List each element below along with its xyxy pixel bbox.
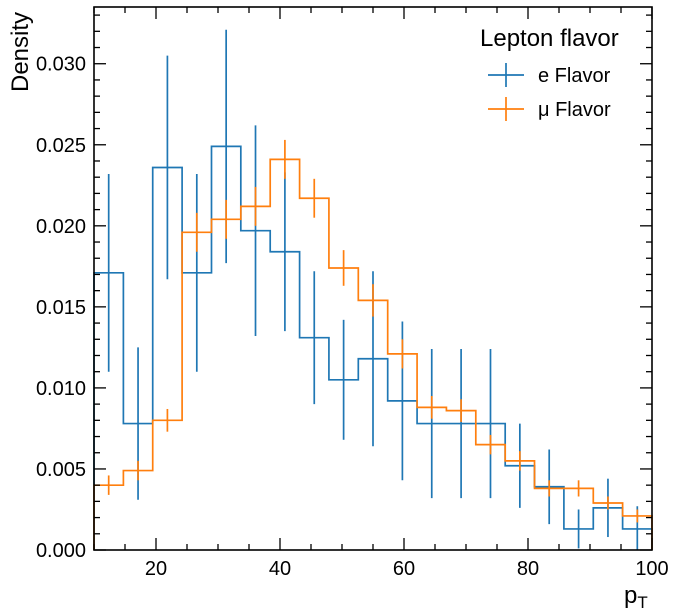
x-axis-label-subscript: T (637, 593, 647, 612)
y-tick-label: 0.015 (36, 297, 86, 319)
series-mu-flavor (93, 139, 653, 550)
y-tick-label: 0.030 (36, 54, 86, 76)
histogram-step-line (93, 158, 653, 550)
y-tick-label: 0.025 (36, 135, 86, 157)
x-tick-label: 60 (393, 558, 415, 580)
y-tick-label: 0.005 (36, 459, 86, 481)
y-tick-label: 0.020 (36, 216, 86, 238)
legend-entry: e Flavor (488, 63, 611, 87)
legend-title: Lepton flavor (480, 25, 619, 52)
legend-entry: μ Flavor (488, 97, 611, 121)
plot-marks (93, 29, 653, 550)
legend-label: e Flavor (538, 65, 611, 87)
axis-ticks (93, 7, 653, 551)
y-axis-label: Density (7, 12, 34, 92)
plot-frame (93, 6, 653, 551)
x-tick-label: 80 (517, 558, 539, 580)
x-tick-label: 20 (145, 558, 167, 580)
legend-label: μ Flavor (538, 99, 611, 121)
x-tick-label: 40 (269, 558, 291, 580)
legend: Lepton flavor e Flavor μ Flavor (480, 25, 619, 121)
x-axis-label: pT (624, 582, 648, 612)
y-tick-label: 0.000 (36, 540, 86, 562)
y-tick-label: 0.010 (36, 378, 86, 400)
histogram-step-line (93, 145, 653, 550)
x-axis-label-main: p (624, 582, 637, 609)
x-tick-label: 100 (635, 558, 668, 580)
legend-entries: e Flavor μ Flavor (488, 63, 611, 121)
tick-labels: 20 40 60 80 100 0.000 0.005 0.010 0.015 0.020 0.02… (36, 54, 669, 580)
